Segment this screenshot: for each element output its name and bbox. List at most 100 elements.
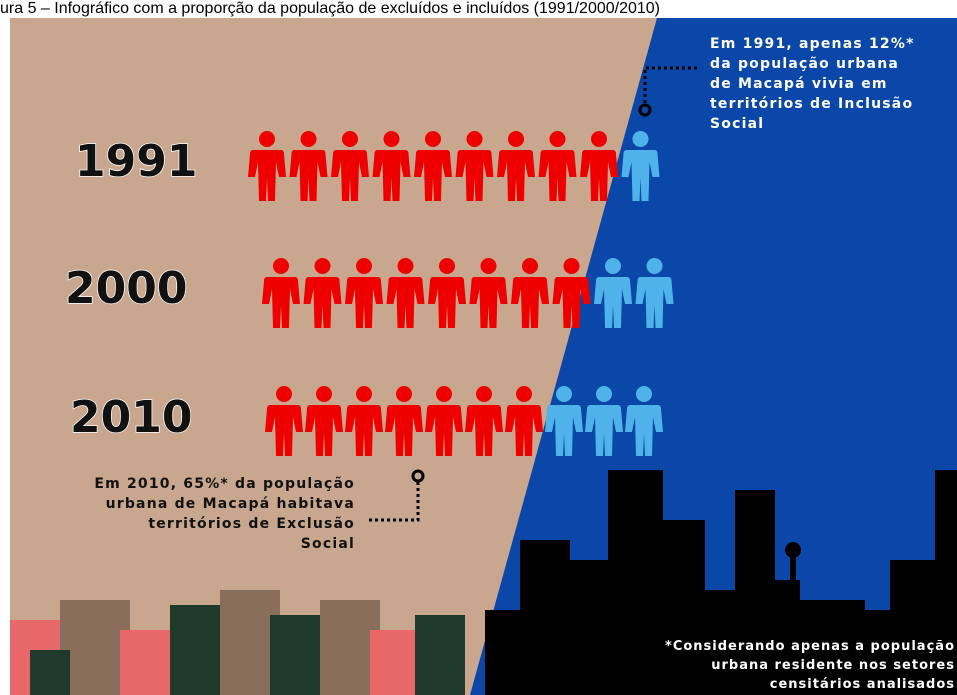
- person-icon: [511, 258, 549, 328]
- person-body: [594, 277, 632, 328]
- person-icon: [545, 386, 583, 456]
- person-head: [480, 258, 497, 274]
- person-icon: [372, 131, 411, 201]
- person-icon: [621, 131, 660, 201]
- person-body: [385, 405, 423, 456]
- note-line: da população urbana: [710, 56, 899, 72]
- person-icon: [552, 258, 591, 328]
- person-body: [386, 277, 425, 328]
- person-head: [549, 131, 566, 147]
- included-background: [470, 18, 957, 695]
- person-icon: [465, 386, 503, 456]
- person-icon: [385, 386, 423, 456]
- person-icon: [469, 258, 508, 328]
- person-icon: [305, 386, 343, 456]
- caption: ura 5 – Infográfico com a proporção da p…: [0, 0, 660, 17]
- person-icon: [505, 386, 543, 456]
- person-head: [466, 131, 483, 147]
- person-head: [316, 386, 332, 402]
- footnote-line: *Considerando apenas a população: [665, 639, 955, 654]
- person-body: [372, 150, 411, 201]
- person-icon: [289, 131, 328, 201]
- person-head: [646, 258, 663, 274]
- person-icon: [331, 131, 369, 201]
- person-head: [522, 258, 538, 274]
- marker: [638, 103, 652, 117]
- person-body: [428, 277, 466, 328]
- person-body: [305, 405, 343, 456]
- person-body: [303, 277, 342, 328]
- person-head: [632, 131, 649, 147]
- person-body: [414, 150, 452, 201]
- person-icon: [580, 131, 618, 201]
- person-head: [259, 131, 275, 147]
- person-body: [635, 277, 674, 328]
- person-icon: [303, 258, 342, 328]
- person-head: [425, 131, 441, 147]
- person-head: [397, 258, 414, 274]
- person-icon: [414, 131, 452, 201]
- notes: 1991 2000 2010 Em 1991, apenas 12%* da popul…: [64, 36, 955, 692]
- person-head: [342, 131, 358, 147]
- person-body: [265, 405, 303, 456]
- person-body: [425, 405, 463, 456]
- person-icon: [585, 386, 623, 456]
- person-head: [300, 131, 317, 147]
- person-body: [465, 405, 503, 456]
- pictogram: [248, 131, 674, 456]
- person-icon: [625, 386, 663, 456]
- note-line: territórios de Inclusão: [710, 96, 913, 112]
- note-line: Social: [301, 536, 355, 552]
- person-icon: [497, 131, 535, 201]
- person-body: [552, 277, 591, 328]
- city-skyline: [485, 470, 957, 695]
- person-body: [289, 150, 328, 201]
- person-icon: [425, 386, 463, 456]
- footnote-line: urbana residente nos setores: [711, 658, 955, 673]
- note-line: Social: [710, 116, 764, 132]
- person-head: [436, 386, 452, 402]
- person-head: [563, 258, 580, 274]
- person-icon: [345, 386, 383, 456]
- person-body: [331, 150, 369, 201]
- person-head: [556, 386, 572, 402]
- person-icon: [538, 131, 577, 201]
- footnote-line: censitários analisados: [770, 677, 955, 692]
- year-label: 1991: [75, 136, 197, 187]
- person-icon: [262, 258, 300, 328]
- person-head: [273, 258, 289, 274]
- person-body: [497, 150, 535, 201]
- person-head: [356, 386, 372, 402]
- note-line: territórios de Exclusão: [148, 516, 355, 532]
- person-body: [248, 150, 286, 201]
- person-icon: [428, 258, 466, 328]
- person-icon: [635, 258, 674, 328]
- favela: [10, 590, 465, 695]
- person-head: [605, 258, 621, 274]
- marker: [411, 469, 425, 483]
- person-icon: [345, 258, 383, 328]
- person-body: [545, 405, 583, 456]
- person-icon: [248, 131, 286, 201]
- person-head: [356, 258, 372, 274]
- person-icon: [386, 258, 425, 328]
- person-head: [439, 258, 455, 274]
- person-body: [345, 277, 383, 328]
- connectors: [368, 66, 700, 522]
- person-icon: [455, 131, 494, 201]
- person-body: [585, 405, 623, 456]
- person-head: [636, 386, 652, 402]
- person-body: [455, 150, 494, 201]
- person-body: [469, 277, 508, 328]
- person-head: [476, 386, 492, 402]
- person-head: [276, 386, 292, 402]
- note-line: urbana de Macapá habitava: [106, 496, 355, 512]
- note-line: Em 1991, apenas 12%*: [710, 36, 915, 52]
- person-body: [538, 150, 577, 201]
- year-label: 2010: [70, 392, 192, 443]
- person-head: [591, 131, 607, 147]
- person-body: [505, 405, 543, 456]
- person-body: [262, 277, 300, 328]
